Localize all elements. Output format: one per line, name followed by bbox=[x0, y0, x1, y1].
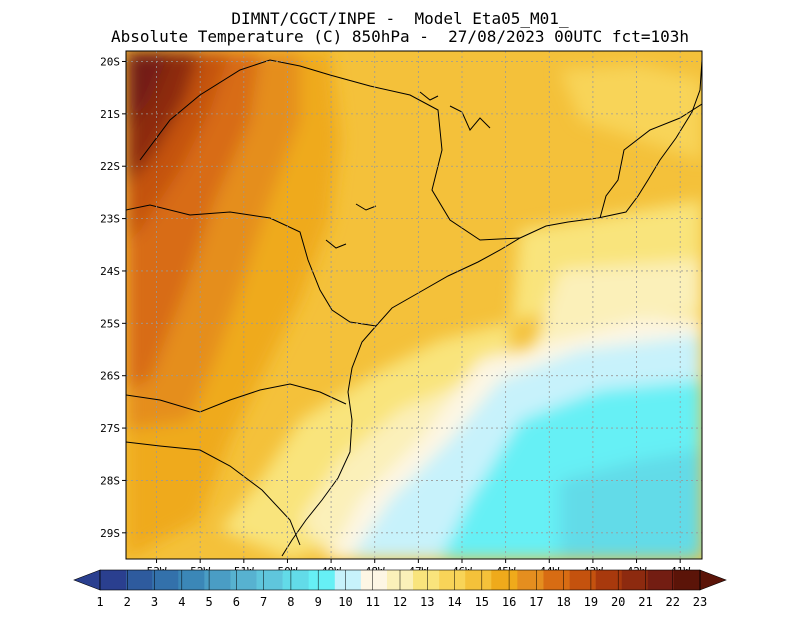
colorbar-label: 12 bbox=[393, 595, 407, 609]
colorbar-label: 2 bbox=[124, 595, 131, 609]
colorbar-swatch bbox=[126, 570, 153, 590]
lat-tick-label: 25S bbox=[100, 317, 120, 330]
map-title-line-2: Absolute Temperature (C) 850hPa - 27/08/… bbox=[111, 27, 689, 46]
colorbar-label: 1 bbox=[96, 595, 103, 609]
colorbar-label: 16 bbox=[502, 595, 516, 609]
colorbar-label: 9 bbox=[315, 595, 322, 609]
colorbar-swatch bbox=[230, 570, 257, 590]
colorbar-label: 5 bbox=[205, 595, 212, 609]
colorbar-swatch bbox=[152, 570, 179, 590]
lat-lon-grid bbox=[126, 51, 702, 559]
map-title-line-1: DIMNT/CGCT/INPE - Model Eta05_M01_ bbox=[231, 9, 569, 28]
colorbar-swatch bbox=[491, 570, 518, 590]
colorbar-swatch bbox=[673, 570, 701, 590]
colorbar-swatch bbox=[334, 570, 362, 590]
lat-tick-label: 28S bbox=[100, 474, 120, 487]
colorbar-label: 8 bbox=[287, 595, 294, 609]
color-scale-legend: 1 2 3 4 5 6 7 8 9 10 11 12 13 14 15 16 17 18 19 20 21 22 23 bbox=[73, 569, 727, 609]
lat-tick-label: 24S bbox=[100, 265, 120, 278]
colorbar-swatch bbox=[517, 570, 544, 590]
colorbar-label: 19 bbox=[584, 595, 598, 609]
colorbar-swatch bbox=[100, 570, 127, 590]
colorbar-label: 23 bbox=[693, 595, 707, 609]
colorbar-label: 21 bbox=[638, 595, 652, 609]
colorbar-swatch bbox=[543, 570, 570, 590]
colorbar-swatch bbox=[595, 570, 623, 590]
lat-tick-label: 23S bbox=[100, 213, 120, 226]
colorbar-swatch bbox=[647, 570, 675, 590]
colorbar-swatch bbox=[282, 570, 309, 590]
colorbar-label: 17 bbox=[529, 595, 543, 609]
lat-tick-label: 22S bbox=[100, 160, 120, 173]
lat-tick-label: 29S bbox=[100, 527, 120, 540]
colorbar-label: 14 bbox=[447, 595, 461, 609]
colorbar-swatch bbox=[465, 570, 492, 590]
colorbar-label: 4 bbox=[178, 595, 185, 609]
colorbar-label: 18 bbox=[556, 595, 570, 609]
colorbar-swatch bbox=[360, 570, 388, 590]
lat-tick-label: 21S bbox=[100, 108, 120, 121]
plot-frame bbox=[125, 50, 703, 560]
lat-tick-label: 26S bbox=[100, 370, 120, 383]
colorbar-label: 6 bbox=[233, 595, 240, 609]
colorbar-swatch bbox=[569, 570, 596, 590]
colorbar-label: 11 bbox=[366, 595, 380, 609]
colorbar-label: 3 bbox=[151, 595, 158, 609]
colorbar-label: 7 bbox=[260, 595, 267, 609]
colorbar-swatch bbox=[439, 570, 466, 590]
colorbar-swatch bbox=[256, 570, 283, 590]
colorbar-label: 20 bbox=[611, 595, 625, 609]
colorbar-swatch bbox=[621, 570, 649, 590]
lat-tick-label: 20S bbox=[100, 55, 120, 68]
temperature-field bbox=[126, 51, 702, 559]
colorbar-arrow-low bbox=[73, 569, 101, 591]
colorbar-swatch bbox=[413, 570, 440, 590]
colorbar-swatch bbox=[204, 570, 231, 590]
colorbar-label: 15 bbox=[475, 595, 489, 609]
colorbar-swatch bbox=[308, 570, 336, 590]
colorbar-label: 10 bbox=[338, 595, 352, 609]
colorbar-label: 22 bbox=[666, 595, 680, 609]
colorbar-arrow-high bbox=[699, 569, 727, 591]
colorbar-label: 13 bbox=[420, 595, 434, 609]
lat-tick-label: 27S bbox=[100, 422, 120, 435]
colorbar-swatch bbox=[178, 570, 205, 590]
